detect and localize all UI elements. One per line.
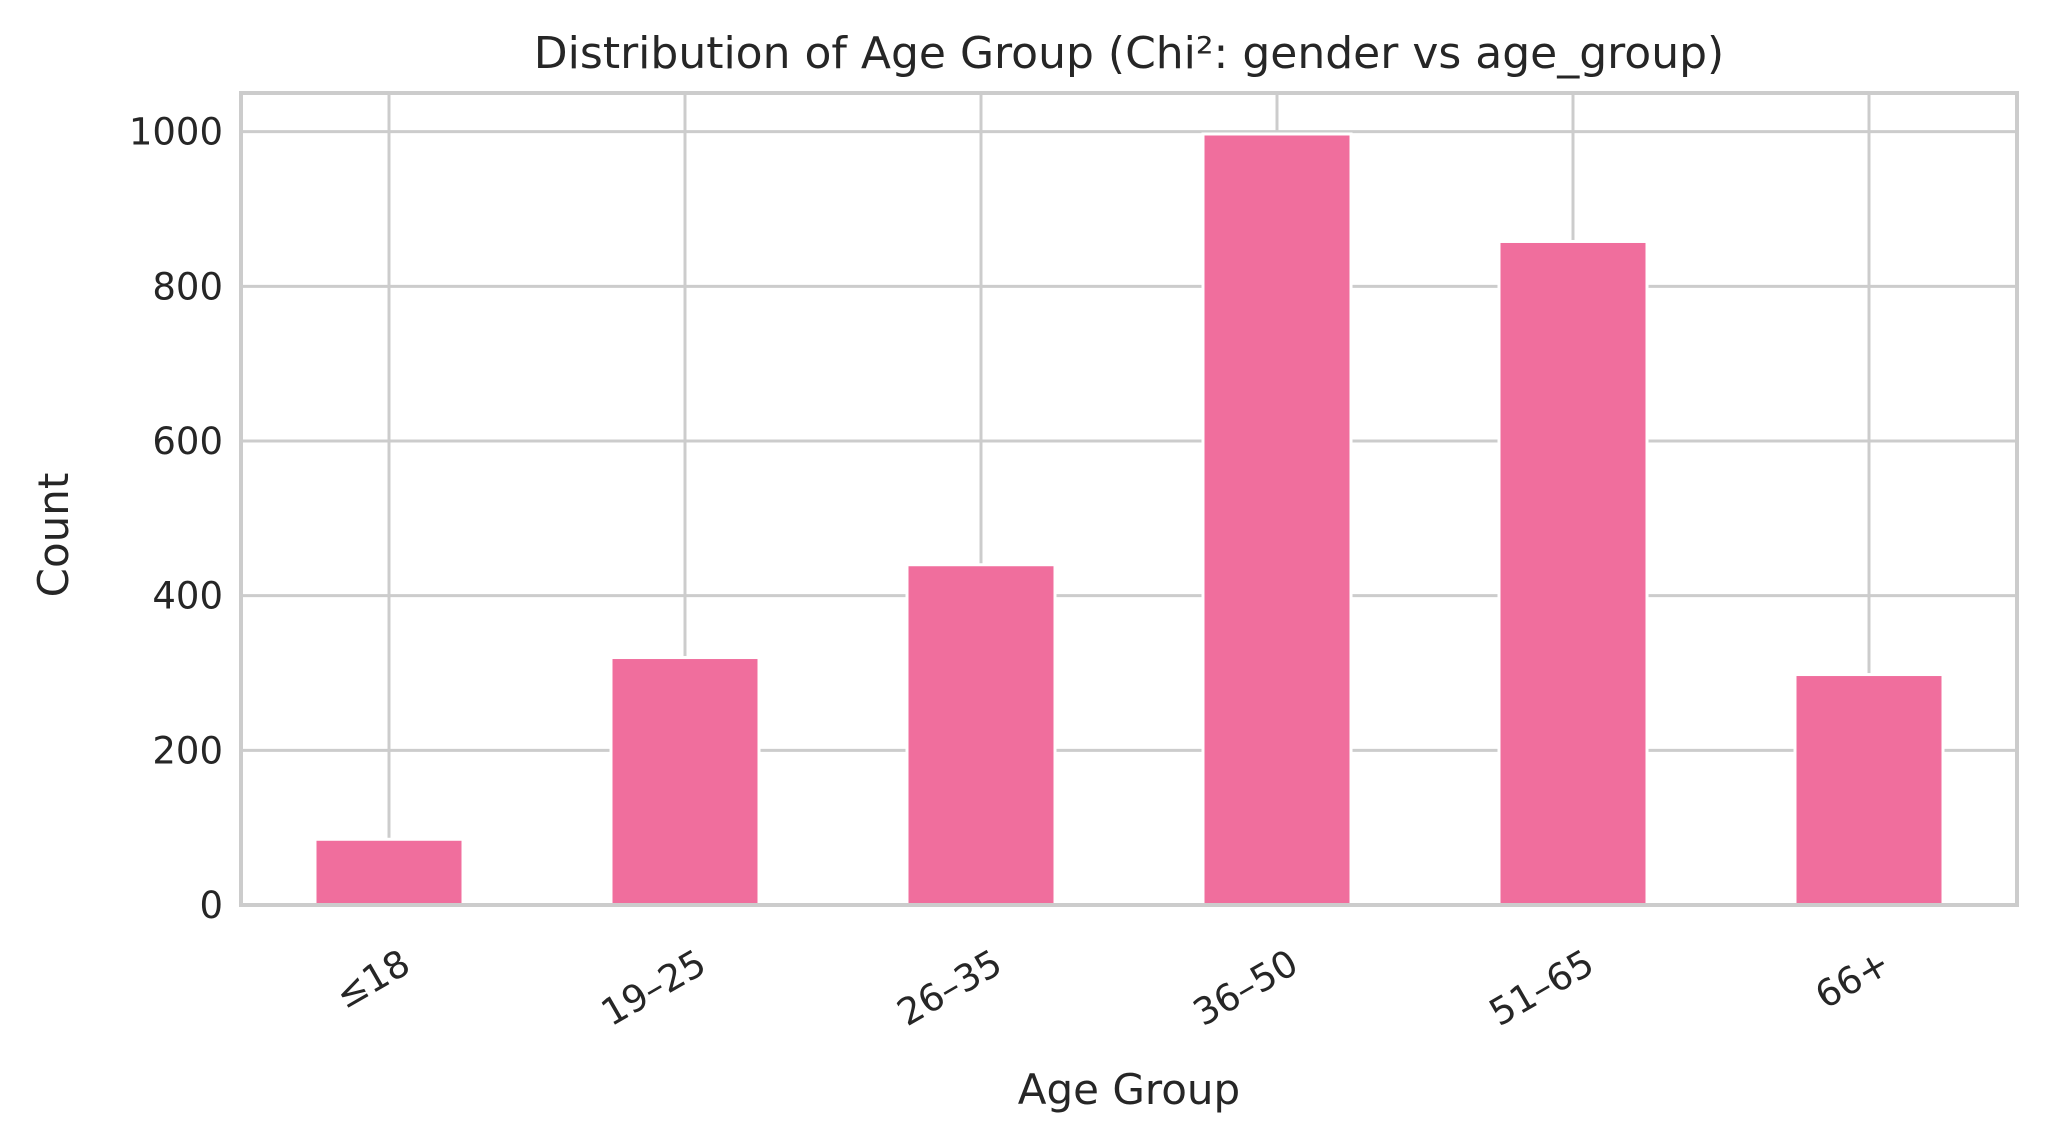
bars — [313, 132, 1945, 907]
y-tick-label: 200 — [152, 729, 223, 772]
y-tick-label: 1000 — [129, 111, 223, 154]
plot-frame — [239, 91, 2019, 907]
bar — [1793, 673, 1945, 907]
y-tick-labels: 0 200 400 600 800 1000 — [129, 111, 223, 927]
y-axis-label: Count — [29, 473, 78, 598]
bar — [609, 656, 761, 907]
chart-title: Distribution of Age Group (Chi²: gender … — [534, 28, 1724, 79]
bar — [1497, 239, 1649, 907]
y-tick-label: 600 — [152, 420, 223, 463]
x-axis-label: Age Group — [1018, 1065, 1240, 1114]
bar — [1201, 132, 1353, 907]
y-tick-label: 800 — [152, 265, 223, 308]
bar — [313, 837, 465, 907]
y-tick-label: 400 — [152, 575, 223, 618]
y-tick-label: 0 — [199, 884, 223, 927]
bar — [905, 563, 1057, 907]
